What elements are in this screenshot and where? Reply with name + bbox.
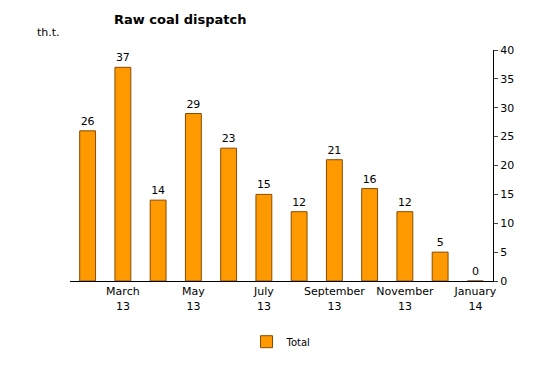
svg-text:15: 15 <box>500 188 514 201</box>
svg-text:Total: Total <box>286 337 310 348</box>
svg-text:12: 12 <box>398 196 412 209</box>
svg-text:0: 0 <box>472 265 479 278</box>
svg-text:May13: May13 <box>182 285 205 312</box>
svg-text:th.t.: th.t. <box>37 26 60 39</box>
svg-text:12: 12 <box>292 196 306 209</box>
svg-text:37: 37 <box>116 51 130 64</box>
svg-text:29: 29 <box>186 98 200 111</box>
svg-text:14: 14 <box>151 184 165 197</box>
svg-text:21: 21 <box>327 144 341 157</box>
svg-text:16: 16 <box>363 173 377 186</box>
svg-text:15: 15 <box>257 178 271 191</box>
svg-text:35: 35 <box>500 73 514 86</box>
svg-text:40: 40 <box>500 44 514 57</box>
svg-text:25: 25 <box>500 130 514 143</box>
svg-text:5: 5 <box>500 246 507 259</box>
svg-text:March13: March13 <box>106 285 140 312</box>
svg-text:5: 5 <box>437 236 444 249</box>
svg-text:10: 10 <box>500 217 514 230</box>
svg-text:November13: November13 <box>376 285 434 312</box>
svg-text:23: 23 <box>222 132 236 145</box>
svg-text:September13: September13 <box>304 285 365 312</box>
svg-text:20: 20 <box>500 159 514 172</box>
svg-text:Raw coal dispatch: Raw coal dispatch <box>114 12 246 27</box>
svg-text:July13: July13 <box>253 285 274 312</box>
svg-text:30: 30 <box>500 102 514 115</box>
svg-text:0: 0 <box>500 275 507 288</box>
svg-text:26: 26 <box>81 115 95 128</box>
svg-text:January14: January14 <box>454 285 497 312</box>
